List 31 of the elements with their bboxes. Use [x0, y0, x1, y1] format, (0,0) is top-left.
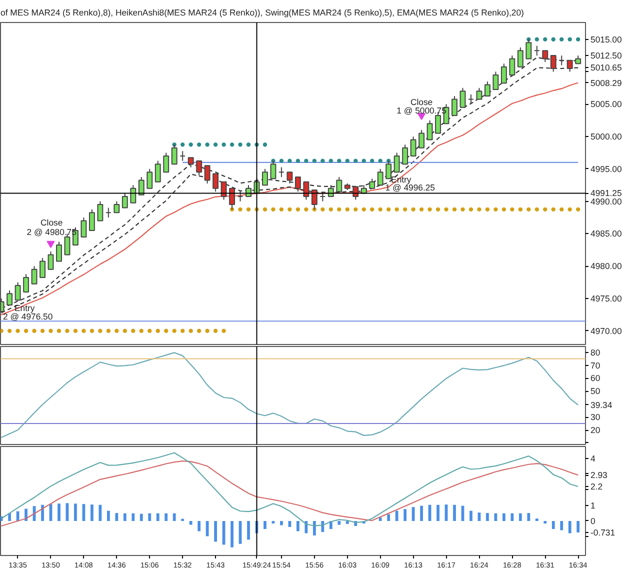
y-tick-label: 20 [590, 425, 600, 435]
y-tick-label: -0.731 [590, 527, 616, 538]
y-tick-label: 4 [590, 453, 596, 464]
y-tick-label: 2.2 [590, 481, 603, 492]
y-tick-label: 5015.00 [590, 34, 622, 44]
y-tick-label: 4980.00 [590, 261, 622, 272]
y-tick-label: 60 [590, 373, 600, 384]
y-tick-label: 39.34 [590, 400, 612, 410]
y-tick-label: 4995.00 [590, 164, 622, 174]
y-tick-label: 70 [590, 360, 600, 370]
y-tick-label: 30 [590, 412, 600, 422]
annotation: Close [40, 218, 63, 228]
y-tick-label: 5008.29 [590, 78, 622, 88]
y-tick-label: 0 [590, 516, 596, 526]
y-tick-label: 4970.00 [590, 326, 622, 336]
y-tick-label: 80 [590, 347, 600, 358]
y-tick-label: 5010.65 [590, 62, 622, 73]
chart-title: of MES MAR24 (5 Renko),8), HeikenAshi8(MES MAR24 (5 Renko)), Swing(MES MAR24 (5 Renko),5), EMA(MES MAR24 (5 Renko),20) [0, 8, 524, 18]
y-tick-label: 5005.00 [590, 99, 622, 110]
y-tick-label: 4990.00 [590, 196, 622, 206]
y-tick-label: 4975.00 [590, 294, 622, 304]
y-tick-label: 4985.00 [590, 228, 622, 239]
y-tick-label: 5000.00 [590, 132, 622, 142]
y-tick-label: 50 [590, 386, 600, 396]
y-tick-label: 4991.25 [590, 188, 622, 198]
annotation: Close [410, 97, 433, 108]
y-tick-label: 1 [590, 500, 596, 510]
annotation: Entry [14, 303, 36, 314]
y-tick-label: 5012.50 [590, 50, 622, 61]
annotation: 2 @ 4976.50 [2, 312, 53, 322]
y-tick-label: 2.93 [590, 470, 608, 480]
